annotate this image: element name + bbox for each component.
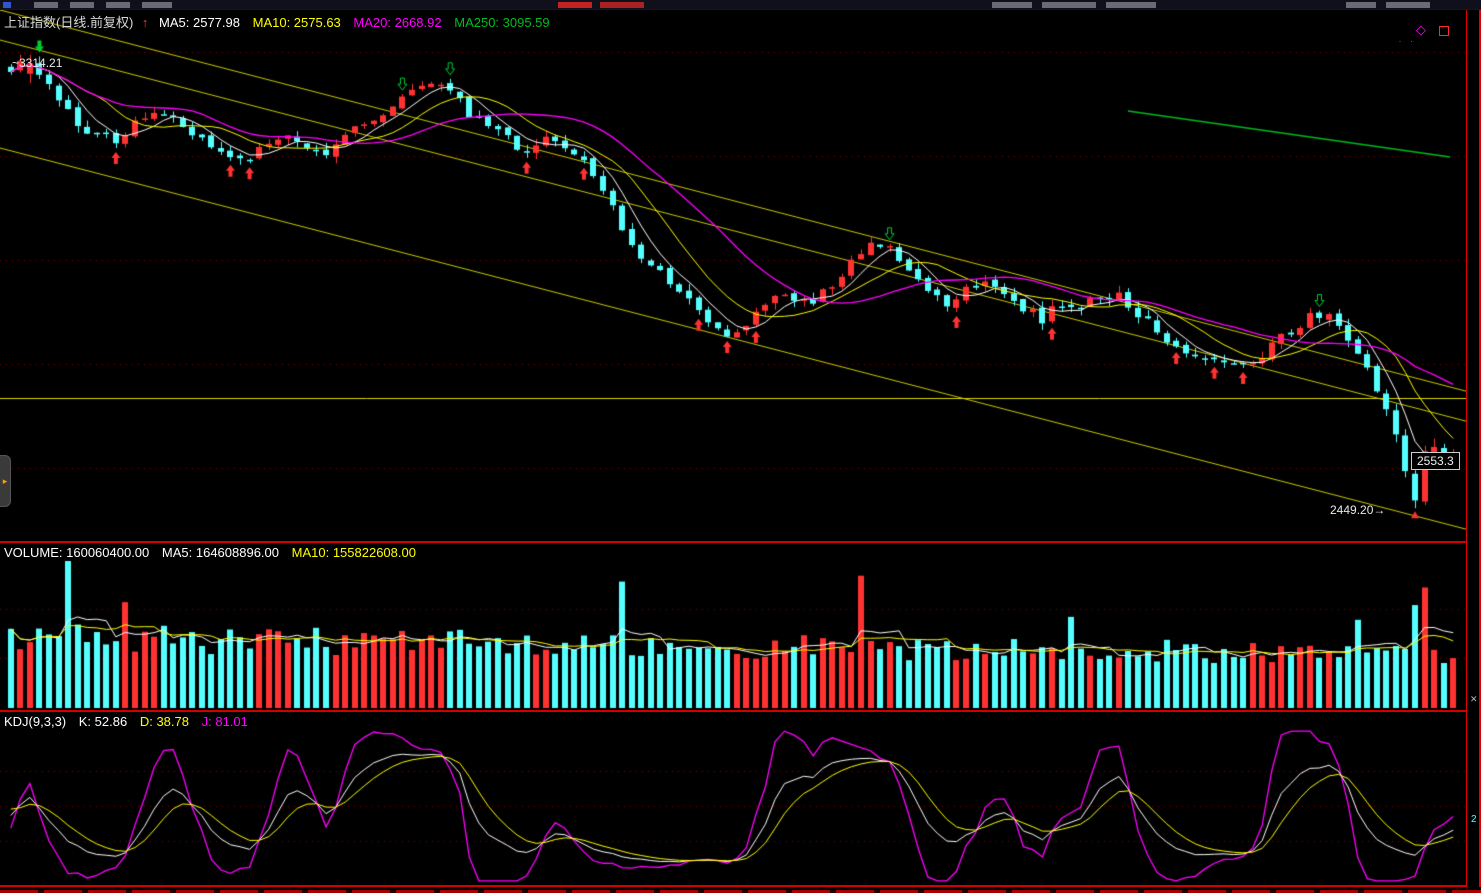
kdj-chart-canvas[interactable]: [0, 712, 1466, 885]
date-axis-ticks: [0, 890, 1481, 893]
kdj-indicator-panel: KDJ(9,3,3) K: 52.86 D: 38.78 J: 81.01: [0, 712, 1466, 887]
kdj-j-value-label: J: 81.01: [201, 714, 248, 729]
dots-icon: · ·: [1398, 36, 1416, 46]
menubar-right-fragment: [1346, 2, 1376, 8]
ma5-value-label: MA5: 2577.98: [159, 15, 240, 30]
candlestick-chart-canvas[interactable]: [0, 10, 1466, 541]
bottom-axis-strip: [0, 887, 1481, 893]
volume-ma10-value-label: MA10: 155822608.00: [291, 545, 416, 560]
main-chart-header: 上证指数(日线.前复权) ↑ MA5: 2577.98 MA10: 2575.6…: [4, 12, 559, 31]
kdj-d-value-label: D: 38.78: [139, 714, 189, 729]
volume-value-label: VOLUME: 160060400.00: [4, 545, 150, 560]
period-high-label: ~3314.21: [12, 56, 63, 70]
menubar-right-fragment: [1106, 2, 1156, 8]
menubar-right-fragment: [992, 2, 1032, 8]
main-chart-panel: 上证指数(日线.前复权) ↑ MA5: 2577.98 MA10: 2575.6…: [0, 10, 1466, 543]
menubar-item-fragment: [70, 2, 94, 8]
volume-panel: VOLUME: 160060400.00 MA5: 164608896.00 M…: [0, 543, 1466, 712]
panel-restore-icon[interactable]: [1439, 26, 1449, 36]
ma10-value-label: MA10: 2575.63: [252, 15, 341, 30]
menubar-logo-fragment: [3, 2, 11, 8]
menubar-item-fragment: [142, 2, 172, 8]
menubar-highlight-fragment: [600, 2, 644, 8]
menubar-right-fragment: [1042, 2, 1096, 8]
buy-signal-arrow-icon: ↑: [141, 15, 149, 30]
diamond-icon[interactable]: ◇: [1416, 22, 1426, 37]
menubar-right-fragment: [1386, 2, 1430, 8]
kdj-k-value-label: K: 52.86: [78, 714, 128, 729]
ma250-value-label: MA250: 3095.59: [454, 15, 550, 30]
top-menubar[interactable]: [0, 0, 1481, 10]
volume-header: VOLUME: 160060400.00 MA5: 164608896.00 M…: [4, 545, 425, 560]
volume-chart-canvas[interactable]: [0, 543, 1466, 710]
right-axis-strip: ✕ 2: [1466, 10, 1481, 887]
volume-ma5-value-label: MA5: 164608896.00: [161, 545, 280, 560]
chart-title[interactable]: 上证指数(日线.前复权): [4, 15, 134, 30]
period-low-label: 2449.20→: [1330, 503, 1386, 517]
last-price-tag: 2553.3: [1411, 452, 1460, 470]
axis-scale-label: 2: [1471, 814, 1477, 825]
menubar-item-fragment: [34, 2, 58, 8]
ma20-value-label: MA20: 2668.92: [353, 15, 442, 30]
menubar-item-fragment: [106, 2, 130, 8]
menubar-active-item-fragment: [558, 2, 592, 8]
arrow-right-icon: →: [1373, 503, 1386, 517]
chevron-right-icon: ▸: [2, 475, 8, 486]
kdj-name-label[interactable]: KDJ(9,3,3): [4, 714, 67, 729]
sidebar-expand-tab[interactable]: ▸: [0, 455, 11, 507]
close-icon[interactable]: ✕: [1470, 694, 1478, 704]
kdj-header: KDJ(9,3,3) K: 52.86 D: 38.78 J: 81.01: [4, 714, 257, 729]
